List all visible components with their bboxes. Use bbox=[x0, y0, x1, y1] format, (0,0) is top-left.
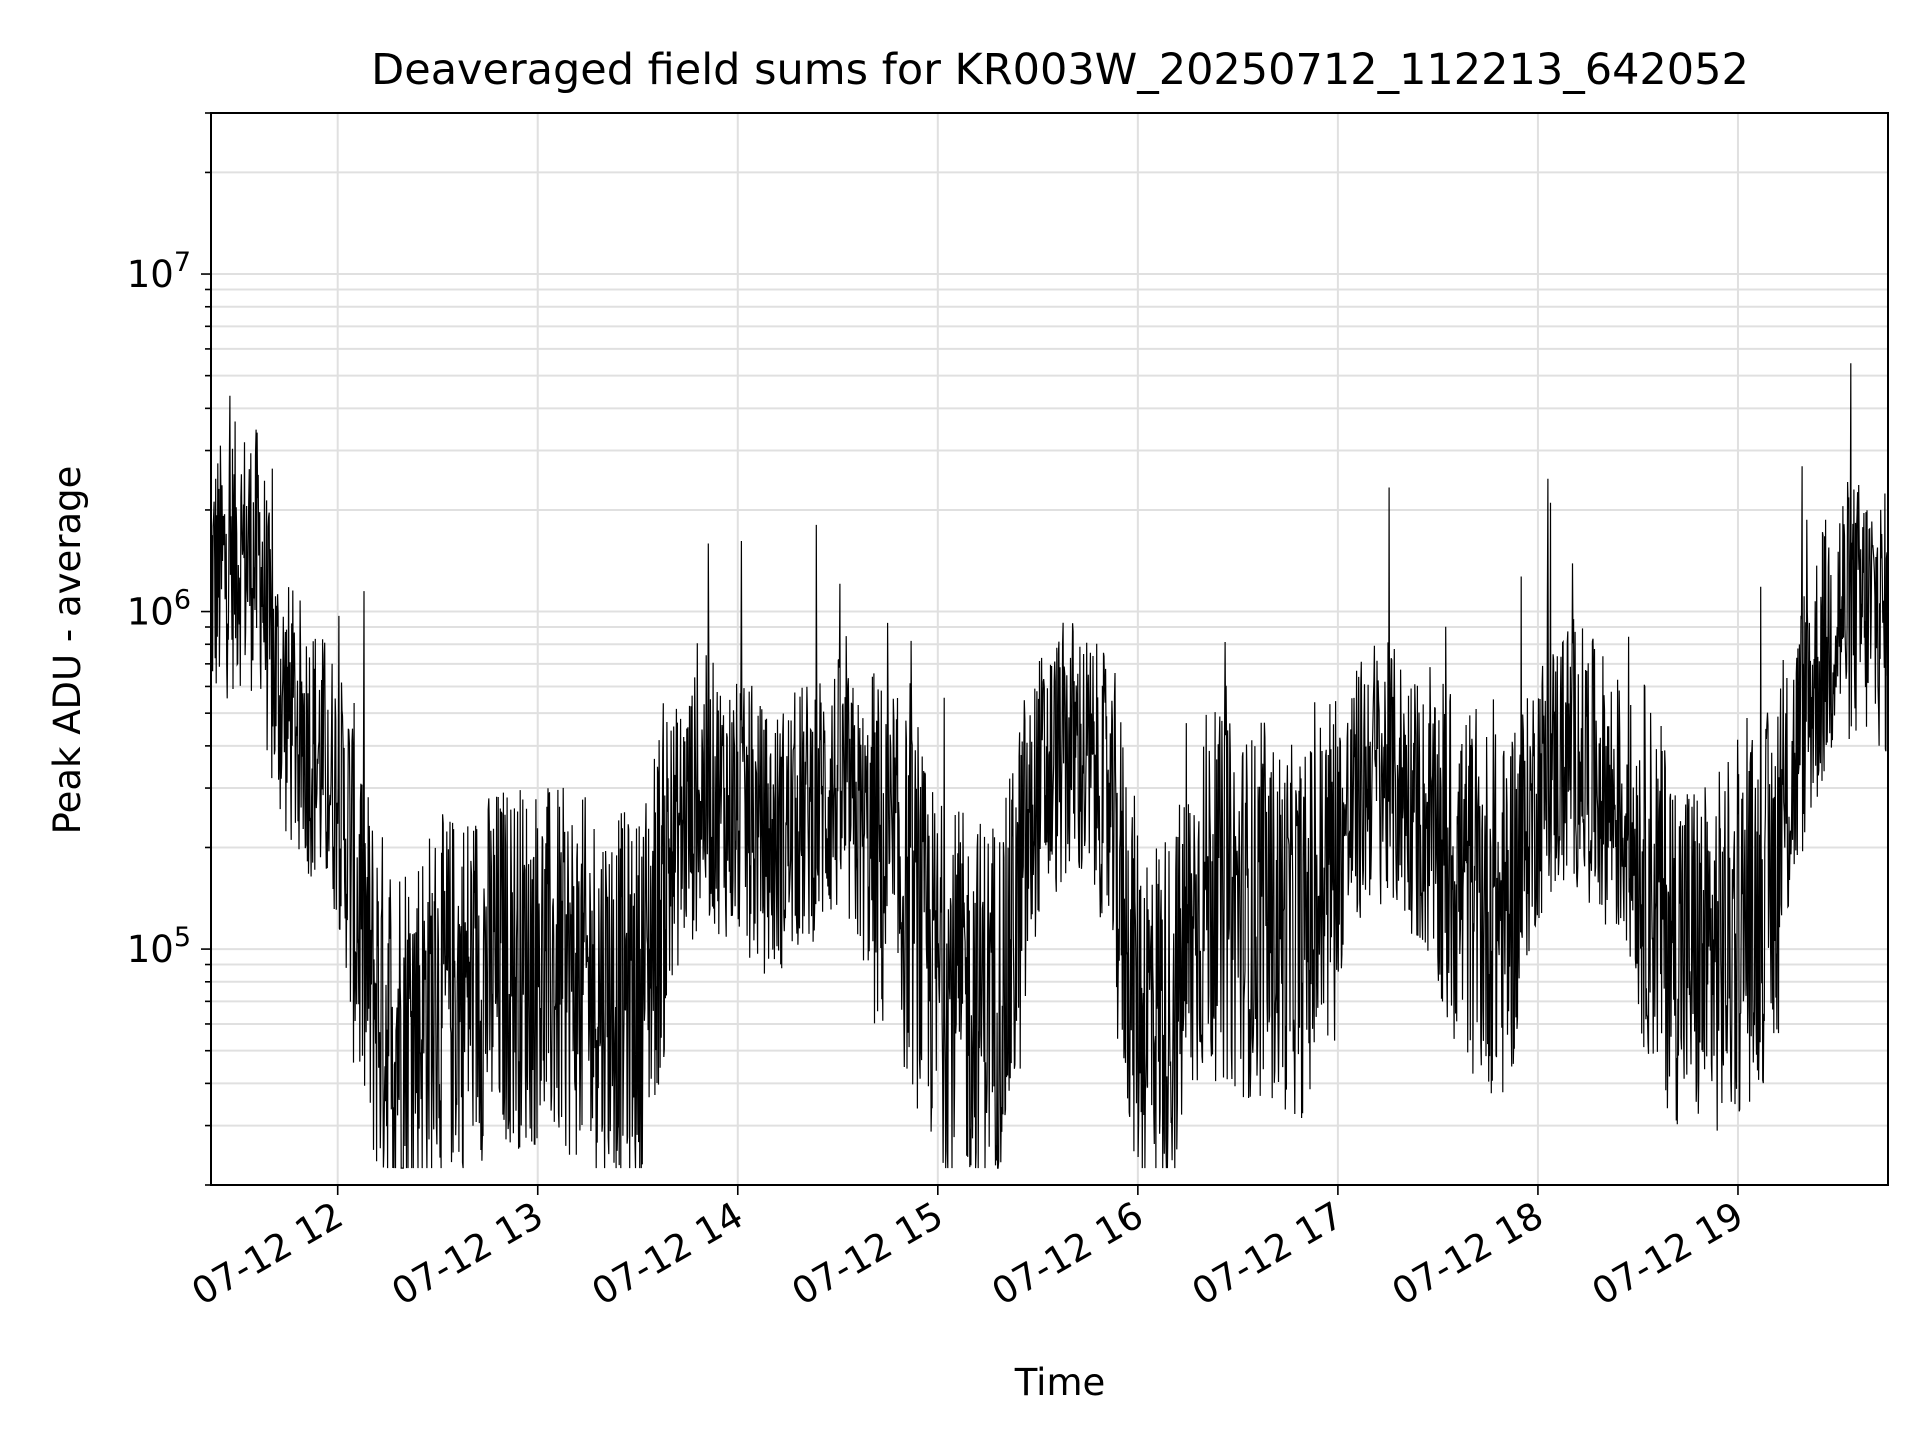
y-tick-label-exponent: 5 bbox=[174, 922, 191, 953]
x-tick-label: 07-12 14 bbox=[585, 1194, 751, 1314]
x-tick-label: 07-12 19 bbox=[1585, 1194, 1751, 1314]
x-tick-label: 07-12 17 bbox=[1185, 1194, 1351, 1314]
y-tick-label-base: 10 bbox=[127, 253, 174, 296]
y-axis-label: Peak ADU - average bbox=[46, 466, 89, 835]
x-axis-label: Time bbox=[1014, 1361, 1106, 1404]
y-tick-label-base: 10 bbox=[127, 928, 174, 971]
y-tick-label-exponent: 6 bbox=[174, 585, 191, 616]
y-tick-label: 106 bbox=[127, 585, 191, 634]
y-tick-label: 105 bbox=[127, 922, 191, 971]
series-line bbox=[210, 363, 1889, 1169]
y-tick-label-exponent: 7 bbox=[174, 247, 191, 278]
y-tick-label: 107 bbox=[127, 247, 191, 296]
x-tick-label: 07-12 18 bbox=[1385, 1194, 1551, 1314]
chart-title: Deaveraged field sums for KR003W_2025071… bbox=[371, 45, 1749, 95]
x-tick-label: 07-12 15 bbox=[785, 1194, 951, 1314]
plot-frame bbox=[210, 112, 1889, 1186]
x-tick-label: 07-12 13 bbox=[385, 1194, 551, 1314]
x-tick-label: 07-12 16 bbox=[985, 1194, 1151, 1314]
x-tick-label: 07-12 12 bbox=[185, 1194, 351, 1314]
y-tick-label-base: 10 bbox=[127, 591, 174, 634]
series-layer bbox=[210, 363, 1889, 1169]
